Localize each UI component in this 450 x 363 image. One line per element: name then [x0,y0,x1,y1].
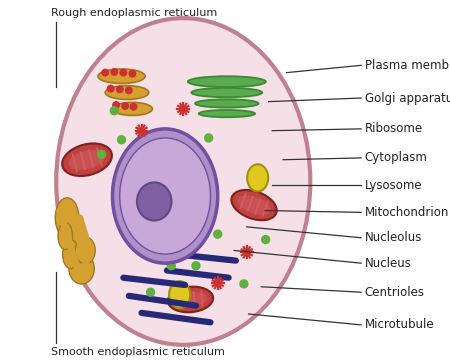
Circle shape [117,86,123,93]
Text: Nucleolus: Nucleolus [365,231,422,244]
Ellipse shape [168,287,213,312]
Ellipse shape [112,102,153,115]
Ellipse shape [137,182,171,220]
Text: Microtubule: Microtubule [365,318,434,331]
Ellipse shape [120,138,211,254]
Circle shape [214,230,222,238]
Ellipse shape [237,195,271,215]
Circle shape [147,288,155,296]
Circle shape [129,70,136,77]
Circle shape [120,69,126,76]
Ellipse shape [247,164,268,192]
Ellipse shape [66,226,87,261]
Ellipse shape [188,76,266,87]
Text: Golgi apparatus: Golgi apparatus [365,91,450,105]
Text: Rough endoplasmic reticulum: Rough endoplasmic reticulum [51,8,217,18]
Ellipse shape [169,281,190,308]
Ellipse shape [112,129,218,263]
Circle shape [102,69,108,76]
Circle shape [130,103,137,110]
Ellipse shape [55,198,79,238]
Circle shape [261,236,270,244]
Ellipse shape [69,253,94,284]
Text: Cytoplasm: Cytoplasm [365,151,428,164]
Circle shape [167,262,175,270]
Ellipse shape [58,222,72,250]
Ellipse shape [63,240,79,269]
Circle shape [117,136,126,144]
Ellipse shape [62,143,112,176]
Ellipse shape [105,86,149,99]
Circle shape [122,103,128,109]
Ellipse shape [191,88,262,97]
Text: Plasma membrane: Plasma membrane [365,59,450,72]
Circle shape [240,280,248,288]
Ellipse shape [98,69,145,83]
Circle shape [135,189,143,197]
Circle shape [205,192,213,200]
Ellipse shape [199,110,255,117]
Circle shape [110,107,118,115]
Text: Nucleus: Nucleus [365,257,412,270]
Ellipse shape [195,99,259,107]
Ellipse shape [56,18,310,345]
Ellipse shape [75,237,95,264]
Circle shape [98,150,106,158]
Ellipse shape [231,190,277,220]
Circle shape [111,69,117,75]
Text: Centrioles: Centrioles [365,286,425,299]
Circle shape [205,134,213,142]
Text: Ribosome: Ribosome [365,122,423,135]
Text: Mitochondrion: Mitochondrion [365,206,449,219]
Ellipse shape [68,150,106,170]
Ellipse shape [174,292,207,307]
Circle shape [192,262,200,270]
Text: Smooth endoplasmic reticulum: Smooth endoplasmic reticulum [51,347,225,357]
Text: Lysosome: Lysosome [365,179,423,192]
Circle shape [108,85,114,92]
Circle shape [126,87,132,94]
Circle shape [113,102,119,108]
